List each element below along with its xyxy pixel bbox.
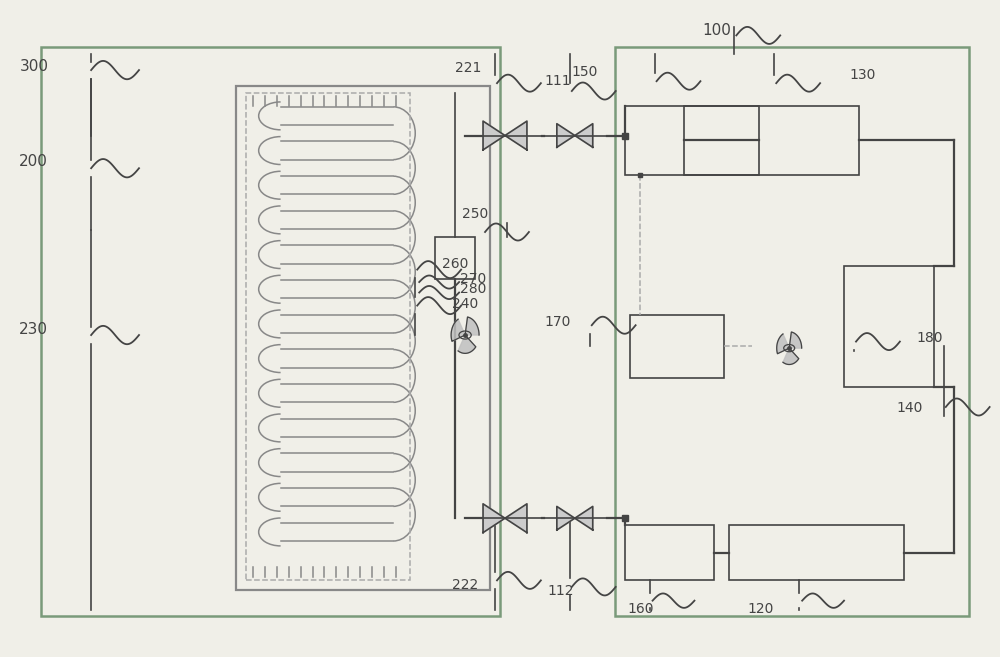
Text: 130: 130 (849, 68, 875, 81)
Text: 240: 240 (452, 297, 478, 311)
Text: 150: 150 (572, 65, 598, 79)
Bar (729, 525, 904, 580)
Text: 250: 250 (462, 207, 488, 221)
Bar (630, 315, 724, 378)
Text: 200: 200 (19, 154, 48, 169)
Bar (246, 93, 410, 580)
Polygon shape (789, 332, 802, 348)
Bar (844, 266, 934, 388)
Text: 221: 221 (455, 61, 482, 75)
Bar (625, 525, 714, 580)
Text: 160: 160 (628, 602, 654, 616)
Polygon shape (557, 124, 575, 147)
Polygon shape (557, 507, 575, 530)
Text: 120: 120 (747, 602, 774, 616)
Text: 100: 100 (702, 23, 731, 37)
Text: 300: 300 (19, 59, 48, 74)
Polygon shape (575, 124, 593, 147)
Text: 170: 170 (545, 315, 571, 329)
Text: 180: 180 (917, 331, 943, 346)
Polygon shape (505, 121, 527, 150)
Bar (435, 237, 475, 279)
Polygon shape (777, 334, 789, 353)
Text: 260: 260 (442, 258, 469, 271)
Text: 280: 280 (460, 283, 486, 296)
Bar (684, 106, 859, 175)
Text: 112: 112 (548, 585, 574, 599)
Polygon shape (505, 504, 527, 533)
Polygon shape (458, 335, 476, 353)
Polygon shape (465, 317, 479, 335)
Bar (615, 47, 969, 616)
Polygon shape (483, 504, 505, 533)
Bar (236, 87, 490, 590)
Polygon shape (451, 319, 465, 341)
Text: 140: 140 (897, 401, 923, 415)
Polygon shape (575, 507, 593, 530)
Text: 111: 111 (545, 74, 572, 88)
Polygon shape (483, 121, 505, 150)
Bar (625, 106, 759, 175)
Polygon shape (783, 348, 799, 365)
Bar (41, 47, 500, 616)
Text: 270: 270 (460, 273, 486, 286)
Text: 230: 230 (19, 323, 48, 337)
Text: 222: 222 (452, 578, 478, 592)
